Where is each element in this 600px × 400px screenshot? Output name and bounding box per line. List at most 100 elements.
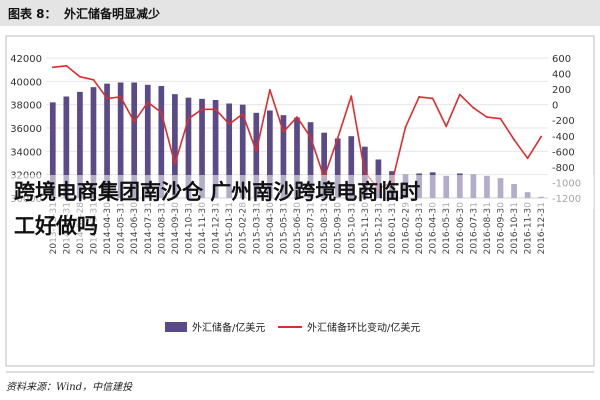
line-point-2016-09-30 xyxy=(499,117,502,120)
x-tick-label: 2014-10-31 xyxy=(184,202,194,254)
line-point-2014-12-31 xyxy=(214,108,217,111)
legend-label-bar: 外汇储备/亿美元 xyxy=(192,321,265,334)
line-point-2014-06-30 xyxy=(133,120,136,123)
x-tick-label: 2015-12-31 xyxy=(374,202,384,254)
x-tick-label: 2015-07-31 xyxy=(307,202,317,254)
overlay-headline-line-2: 工好做吗 xyxy=(10,209,102,243)
x-tick-label: 2016-09-30 xyxy=(497,202,507,255)
bar-2015-08-31 xyxy=(321,132,327,198)
bar-2015-04-30 xyxy=(267,110,273,198)
line-point-2014-10-31 xyxy=(187,117,190,120)
legend-swatch-bar xyxy=(165,322,187,332)
bar-2014-11-30 xyxy=(199,98,205,198)
x-tick-label: 2016-05-31 xyxy=(442,202,452,254)
line-point-2013-12-31 xyxy=(51,66,54,69)
x-tick-label: 2014-04-30 xyxy=(103,202,113,255)
bar-2014-03-31 xyxy=(90,87,97,198)
x-tick-label: 2014-07-31 xyxy=(144,202,154,254)
title-band xyxy=(0,0,600,26)
bar-2015-07-31 xyxy=(307,122,314,198)
bar-2015-05-31 xyxy=(280,115,287,198)
y-right-tick-label: -400 xyxy=(552,132,575,143)
legend-label-line: 外汇储备环比变动/亿美元 xyxy=(307,321,420,334)
y-left-tick-label: 36000 xyxy=(10,124,42,135)
bar-2014-07-31 xyxy=(144,84,151,198)
x-tick-label: 2015-06-30 xyxy=(293,202,303,255)
bar-2015-03-31 xyxy=(253,112,260,198)
x-tick-label: 2016-08-31 xyxy=(483,202,493,254)
x-tick-label: 2016-04-30 xyxy=(429,202,439,255)
line-point-2015-05-31 xyxy=(282,130,285,133)
x-tick-label: 2015-03-31 xyxy=(252,202,262,254)
x-tick-label: 2016-06-30 xyxy=(456,202,466,255)
line-point-2016-07-31 xyxy=(472,106,475,109)
bar-2015-01-31 xyxy=(226,103,233,198)
bar-2014-01-31 xyxy=(63,96,70,198)
x-tick-label: 2014-06-30 xyxy=(130,202,140,255)
line-point-2015-06-30 xyxy=(296,116,298,119)
line-series xyxy=(51,64,543,190)
line-point-2016-04-30 xyxy=(431,97,434,100)
line-point-2015-03-31 xyxy=(255,150,258,153)
x-tick-label: 2015-09-30 xyxy=(334,202,344,255)
line-point-2016-11-30 xyxy=(526,157,529,160)
line-point-2015-04-30 xyxy=(268,88,271,91)
x-tick-label: 2014-11-30 xyxy=(198,202,208,255)
line-point-2015-10-31 xyxy=(350,95,353,98)
y-right-tick-label: 600 xyxy=(552,54,571,65)
x-tick-label: 2015-04-30 xyxy=(266,202,276,255)
line-point-2014-07-31 xyxy=(146,101,149,104)
x-tick-label: 2015-01-31 xyxy=(225,202,235,254)
line-point-2014-02-28 xyxy=(79,75,81,78)
x-tick-label: 2014-09-30 xyxy=(171,202,181,255)
line-point-2015-07-31 xyxy=(309,136,312,139)
bar-2014-02-28 xyxy=(77,91,83,198)
y-right-tick-label: -200 xyxy=(552,116,575,127)
y-right-tick-label: -800 xyxy=(552,163,575,174)
bar-2015-09-30 xyxy=(334,138,341,198)
x-tick-label: 2015-10-31 xyxy=(347,202,357,254)
x-tick-label: 2015-11-30 xyxy=(361,202,371,255)
x-tick-label: 2014-08-31 xyxy=(157,202,167,254)
bar-2014-10-31 xyxy=(185,97,192,198)
x-tick-label: 2015-08-31 xyxy=(320,202,330,254)
figure-label: 图表 8： xyxy=(8,6,57,21)
bar-2014-04-30 xyxy=(104,83,110,198)
y-left-tick-label: 34000 xyxy=(10,147,42,158)
x-tick-label: 2016-12-31 xyxy=(537,202,547,254)
figure-title: 外汇储备明显减少 xyxy=(64,6,160,21)
bar-2014-08-31 xyxy=(158,86,165,198)
y-right-tick-label: -600 xyxy=(552,147,575,158)
overlay-headline-line-1: 跨境电商集团南沙仓 广州南沙跨境电商临时 xyxy=(10,175,594,209)
x-tick-label: 2016-07-31 xyxy=(469,202,479,254)
line-point-2014-03-31 xyxy=(92,78,95,81)
line-point-2015-11-30 xyxy=(363,171,366,174)
y-right-tick-label: 0 xyxy=(552,101,558,112)
line-point-2016-02-29 xyxy=(404,126,407,129)
line-point-2014-11-30 xyxy=(201,108,203,111)
x-tick-label: 2016-10-31 xyxy=(510,202,520,254)
line-point-2015-02-28 xyxy=(241,113,244,115)
source-note: 资料来源：Wind，中信建投 xyxy=(6,381,133,393)
x-tick-label: 2016-02-29 xyxy=(402,202,412,255)
y-left-tick-label: 42000 xyxy=(10,54,42,65)
x-tick-label: 2016-11-30 xyxy=(524,202,534,255)
bar-2015-02-28 xyxy=(239,104,246,198)
y-left-tick-label: 38000 xyxy=(10,101,42,112)
line-point-2014-01-31 xyxy=(65,64,68,67)
x-tick-label: 2014-05-31 xyxy=(117,202,127,254)
y-right-tick-label: 200 xyxy=(552,85,571,96)
chart-frame xyxy=(5,35,595,367)
line-point-2014-04-30 xyxy=(106,97,108,100)
line-point-2016-10-31 xyxy=(513,138,515,141)
x-tick-label: 2016-01-31 xyxy=(388,202,398,254)
line-point-2014-05-31 xyxy=(119,95,122,98)
line-point-2015-01-31 xyxy=(228,123,231,126)
bar-2014-09-30 xyxy=(172,94,178,198)
line-point-2016-12-31 xyxy=(540,135,543,138)
bar-2014-12-31 xyxy=(212,100,219,198)
bar-2015-06-30 xyxy=(294,117,300,198)
line-point-2016-08-31 xyxy=(486,116,488,119)
